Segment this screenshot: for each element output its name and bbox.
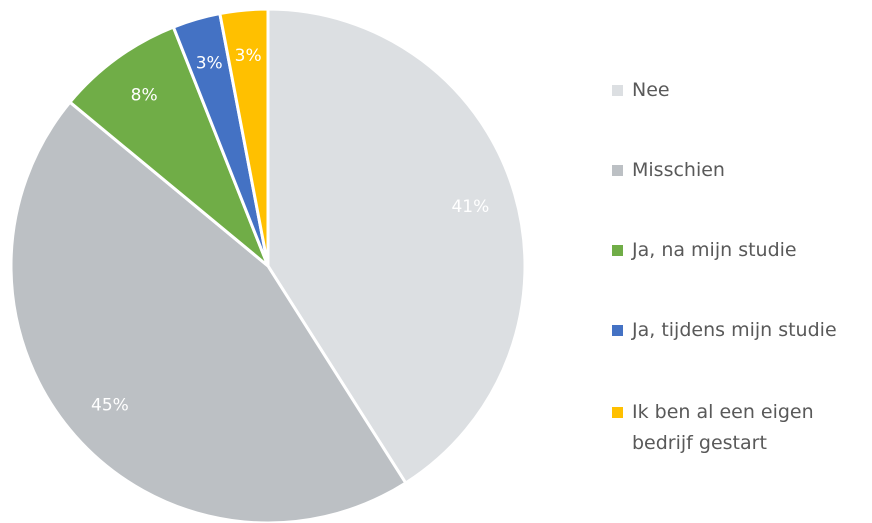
slice — [9, 100, 408, 523]
pie: 41% 45% 8% 3% 3% — [9, 7, 527, 523]
legend-item: Nee — [612, 75, 862, 106]
legend-item: Ja, tijdens mijn studie — [612, 315, 862, 346]
legend-label: Ik ben al een eigen bedrijf gestart — [632, 401, 814, 454]
data-label: 3% — [235, 46, 262, 66]
legend-item: Ik ben al een eigen bedrijf gestart — [612, 397, 862, 459]
legend-label: Misschien — [632, 159, 725, 181]
data-label: 3% — [196, 54, 223, 74]
data-label: 41% — [451, 197, 489, 217]
legend-item: Misschien — [612, 155, 862, 186]
legend-item: Ja, na mijn studie — [612, 235, 862, 266]
legend-label: Nee — [632, 79, 670, 101]
data-label: 8% — [131, 86, 158, 106]
legend-swatch — [612, 85, 623, 96]
legend-swatch — [612, 407, 623, 418]
legend-swatch — [612, 325, 623, 336]
legend-swatch — [612, 245, 623, 256]
slice — [67, 25, 270, 268]
legend-label: Ja, na mijn studie — [632, 239, 797, 261]
data-label: 45% — [91, 395, 129, 415]
legend-swatch — [612, 165, 623, 176]
legend-label: Ja, tijdens mijn studie — [632, 319, 837, 341]
slice — [218, 7, 270, 267]
